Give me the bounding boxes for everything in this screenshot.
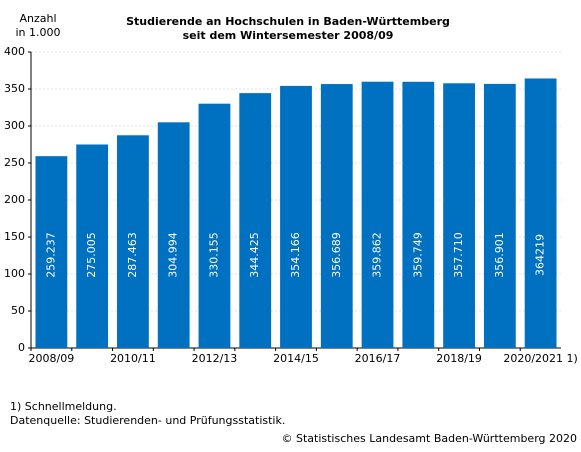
bar bbox=[280, 85, 312, 348]
value-label: 287.463 bbox=[126, 232, 139, 278]
value-label: 275.005 bbox=[85, 232, 98, 278]
x-tick-label: 2010/11 bbox=[110, 352, 156, 365]
x-tick-label: 2016/17 bbox=[355, 352, 401, 365]
y-tick-label: 350 bbox=[4, 82, 25, 95]
bar bbox=[239, 93, 272, 348]
y-tick-label: 100 bbox=[4, 267, 25, 280]
y-axis-label: Anzahl bbox=[19, 12, 56, 25]
value-label: 304.994 bbox=[167, 232, 180, 278]
value-label: 344.425 bbox=[248, 232, 261, 278]
value-label: 259.237 bbox=[44, 232, 57, 278]
chart-subtitle: seit dem Wintersemester 2008/09 bbox=[183, 29, 394, 42]
bar bbox=[483, 83, 516, 349]
footnote: Datenquelle: Studierenden- und Prüfungss… bbox=[10, 414, 285, 427]
bar bbox=[117, 135, 149, 348]
bar bbox=[443, 83, 475, 348]
bar bbox=[157, 122, 190, 348]
y-tick-label: 250 bbox=[4, 156, 25, 169]
bar bbox=[361, 81, 394, 348]
value-label: 356.901 bbox=[493, 232, 506, 278]
bar bbox=[524, 78, 557, 349]
bar bbox=[76, 144, 109, 348]
value-label: 330.155 bbox=[207, 232, 220, 278]
y-tick-label: 400 bbox=[4, 45, 25, 58]
x-tick-label: 2020/2021 1) bbox=[503, 352, 577, 365]
value-label: 357.710 bbox=[452, 232, 465, 278]
source: © Statistisches Landesamt Baden-Württemb… bbox=[281, 432, 577, 445]
y-tick-label: 300 bbox=[4, 119, 25, 132]
x-tick-label: 2018/19 bbox=[436, 352, 482, 365]
value-label: 364219 bbox=[534, 234, 547, 276]
x-tick-label: 2012/13 bbox=[192, 352, 238, 365]
y-tick-label: 150 bbox=[4, 230, 25, 243]
value-label: 359.749 bbox=[411, 232, 424, 278]
x-tick-label: 2014/15 bbox=[273, 352, 319, 365]
y-axis-label: in 1.000 bbox=[15, 26, 60, 39]
x-tick-label: 2008/09 bbox=[29, 352, 75, 365]
y-tick-label: 50 bbox=[11, 304, 25, 317]
y-tick-label: 0 bbox=[18, 341, 25, 354]
value-label: 359.862 bbox=[371, 232, 384, 278]
bar bbox=[320, 84, 353, 348]
value-label: 356.689 bbox=[330, 232, 343, 278]
footnote: 1) Schnellmeldung. bbox=[10, 400, 117, 413]
bar bbox=[35, 156, 68, 348]
bar bbox=[198, 103, 231, 348]
y-tick-label: 200 bbox=[4, 193, 25, 206]
bar bbox=[402, 81, 435, 349]
value-label: 354.166 bbox=[289, 232, 302, 278]
chart-title: Studierende an Hochschulen in Baden-Würt… bbox=[126, 15, 450, 28]
